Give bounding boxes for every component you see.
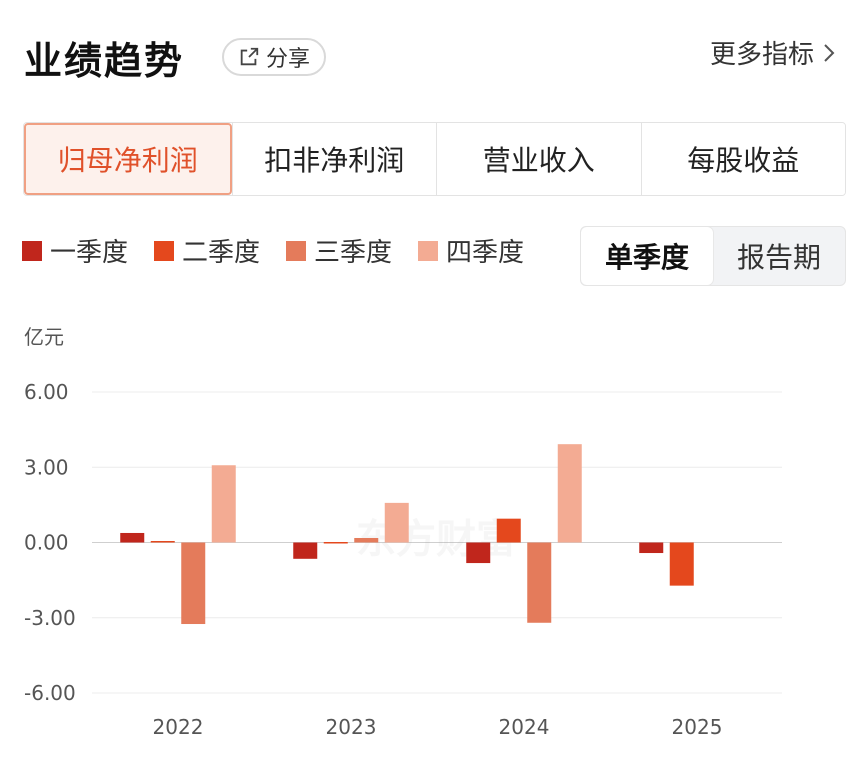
bar-2024-q2[interactable]: [496, 518, 521, 543]
y-tick-label: 3.00: [24, 455, 69, 479]
x-tick-label: 2025: [672, 715, 723, 739]
tab-net-profit-parent[interactable]: 归母净利润: [24, 123, 232, 195]
y-tick-label: -6.00: [24, 681, 76, 705]
bar-2024-q3[interactable]: [527, 542, 552, 623]
bar-2025-q1[interactable]: [639, 542, 664, 554]
period-toggle: 单季度 报告期: [580, 226, 846, 286]
bar-2024-q1[interactable]: [466, 542, 491, 564]
bar-2022-q2[interactable]: [150, 540, 175, 543]
y-tick-label: -3.00: [24, 606, 76, 630]
share-button[interactable]: 分享: [222, 38, 327, 76]
bar-2024-q4[interactable]: [557, 444, 582, 543]
bar-2023-q2[interactable]: [323, 541, 348, 544]
share-icon: [240, 47, 259, 66]
legend-item-q4[interactable]: 四季度: [418, 232, 524, 269]
more-indicators-link[interactable]: 更多指标: [710, 34, 836, 71]
legend-swatch-q4: [418, 240, 439, 261]
bar-2025-q2[interactable]: [669, 542, 694, 586]
y-tick-label: 6.00: [24, 380, 69, 404]
watermark-text: 东方财富: [356, 517, 516, 563]
chevron-right-icon: [824, 43, 835, 62]
legend-label-q1: 一季度: [50, 238, 129, 268]
bar-2023-q1[interactable]: [293, 542, 318, 559]
single-quarter-button[interactable]: 单季度: [581, 227, 713, 285]
bar-2022-q3[interactable]: [181, 542, 206, 625]
share-label: 分享: [266, 47, 311, 72]
legend-label-q4: 四季度: [446, 238, 525, 268]
x-tick-label: 2022: [153, 715, 204, 739]
bar-2023-q3[interactable]: [354, 537, 379, 543]
x-tick-label: 2023: [326, 715, 377, 739]
legend-swatch-q3: [286, 240, 307, 261]
y-axis-unit-label: 亿元: [24, 325, 64, 349]
bar-2022-q4[interactable]: [211, 465, 236, 543]
bar-chart: 亿元 6.00 3.00 0.00 -3.00 -6.00 东方财富 2022 2023 2024…: [24, 325, 782, 739]
report-period-button[interactable]: 报告期: [736, 241, 821, 274]
tab-net-profit-deducted[interactable]: 扣非净利润: [231, 123, 436, 195]
x-tick-label: 2024: [499, 715, 550, 739]
tab-revenue[interactable]: 营业收入: [436, 123, 641, 195]
metric-tabs: 归母净利润 扣非净利润 营业收入 每股收益: [23, 122, 846, 196]
legend-swatch-q1: [22, 240, 42, 261]
bar-2022-q1[interactable]: [120, 532, 145, 543]
legend-item-q3[interactable]: 三季度: [286, 232, 392, 269]
legend-label-q3: 三季度: [314, 238, 393, 268]
more-indicators-label: 更多指标: [709, 40, 814, 70]
legend-item-q1[interactable]: 一季度: [22, 232, 128, 269]
chart-legend: 一季度 二季度 三季度 四季度: [22, 232, 524, 269]
legend-label-q2: 二季度: [182, 238, 261, 268]
page-title: 业绩趋势: [24, 39, 185, 83]
legend-swatch-q2: [154, 240, 175, 261]
bar-2023-q4[interactable]: [384, 502, 409, 543]
y-tick-label: 0.00: [24, 531, 69, 555]
header: 业绩趋势 分享 更多指标: [24, 26, 836, 83]
legend-item-q2[interactable]: 二季度: [154, 232, 260, 269]
tab-eps[interactable]: 每股收益: [640, 123, 845, 195]
